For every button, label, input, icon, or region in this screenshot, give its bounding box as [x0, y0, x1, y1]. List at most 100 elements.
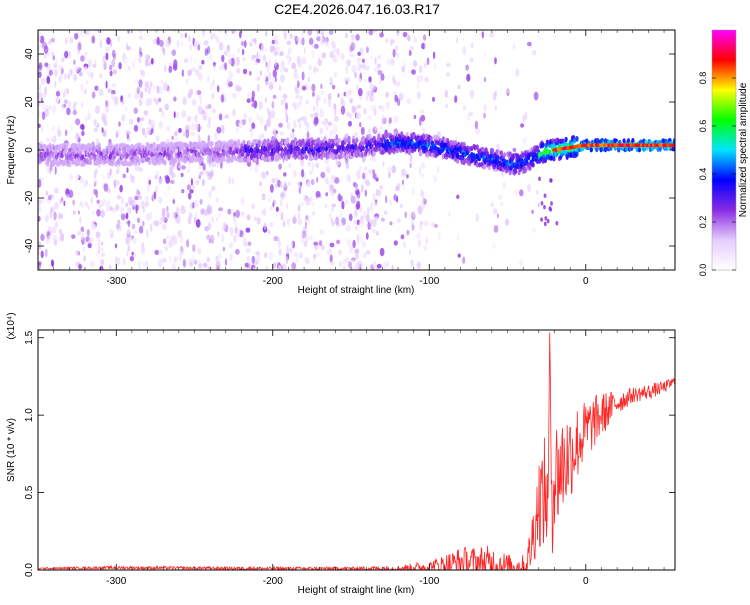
spectrogram-cell: [268, 71, 271, 80]
spectrogram-cell: [38, 215, 41, 222]
spectrogram-cell: [52, 226, 57, 234]
spectrogram-cell: [344, 199, 349, 205]
spectrogram-cell: [368, 218, 374, 224]
spectrogram-cell: [189, 69, 193, 76]
spectrogram-cell: [214, 34, 217, 40]
spectrogram-cell: [81, 154, 85, 160]
spectrogram-cell: [224, 30, 228, 36]
spectrogram-cell: [359, 121, 362, 128]
spectrogram-cell: [116, 257, 121, 266]
spectrogram-cell: [544, 216, 548, 221]
spectrogram-cell: [239, 30, 242, 38]
spectrogram-cell: [172, 198, 176, 205]
spectrogram-cell: [416, 261, 422, 269]
spectrogram-cell: [413, 37, 418, 43]
spectrogram-cell: [317, 59, 323, 67]
spectrogram-cell: [85, 201, 88, 207]
spectrogram-cell: [221, 54, 225, 63]
spectrogram-cell: [259, 70, 262, 76]
spectrogram-cell: [190, 88, 193, 93]
spectrogram-cell: [360, 126, 365, 136]
spectrogram-cell: [275, 206, 279, 212]
spectrogram-cell: [119, 184, 123, 193]
spectrogram-cell: [81, 130, 85, 137]
spectrogram-cell: [314, 43, 319, 49]
spectrogram-cell: [91, 223, 97, 231]
spectrogram-cell: [307, 76, 310, 83]
spectrogram-cell: [122, 257, 126, 266]
spectrogram-cell: [61, 103, 65, 112]
spectrogram-cell: [418, 239, 421, 248]
spectrogram-cell: [45, 136, 50, 143]
spectrogram-cell: [319, 228, 325, 235]
spectrogram-cell: [418, 65, 423, 74]
spectrogram-cell: [44, 214, 50, 223]
spectrogram-cell: [122, 55, 128, 64]
spectrogram-cell: [531, 162, 535, 168]
spectrogram-cell: [240, 40, 245, 47]
spectrogram-cell: [401, 168, 407, 177]
spectrogram-cell: [93, 118, 97, 127]
spectrogram-cell: [475, 213, 480, 223]
spectrogram-cell: [266, 118, 271, 128]
spectrogram-cell: [218, 30, 221, 33]
spectrogram-cell: [403, 241, 406, 248]
spectrogram-cell: [85, 80, 89, 86]
spectrogram-cell: [182, 258, 187, 268]
spectrogram-cell: [58, 64, 63, 72]
spectrogram-cell: [137, 93, 142, 100]
colorbar-tick-label: 0.8: [698, 72, 708, 85]
spectrogram-cell: [353, 198, 356, 204]
spectrogram-cell: [342, 265, 347, 270]
spectrogram-cell: [269, 222, 274, 228]
spectrogram-cell: [374, 215, 379, 222]
spectrogram-cell: [281, 100, 286, 105]
spectrogram-cell: [234, 220, 238, 228]
spectrogram-cell: [72, 210, 76, 215]
spectrogram-cell: [108, 138, 112, 145]
spectrogram-cell: [79, 216, 82, 223]
spectrogram-cell: [456, 234, 459, 242]
spectrogram-cell: [147, 176, 151, 181]
spectrogram-cell: [340, 53, 345, 61]
spectrogram-cell: [198, 72, 203, 82]
spectrogram-cell: [121, 114, 126, 122]
spectrogram-cell: [178, 128, 182, 133]
spectrogram-cell: [274, 76, 277, 83]
spectrogram-cell: [39, 83, 42, 91]
spectrogram-cell: [232, 30, 237, 34]
spectrogram-cell: [269, 84, 274, 90]
spectrogram-cell: [283, 172, 287, 177]
spectrogram-cell: [243, 40, 247, 48]
spectrogram-cell: [446, 72, 450, 77]
spectrogram-cell: [84, 51, 88, 57]
spectrogram-cell: [256, 52, 259, 61]
spectrogram-cell: [210, 82, 213, 92]
spectrogram-cell: [102, 130, 107, 137]
spectrogram-cell: [140, 91, 144, 99]
spectrogram-cell: [339, 261, 342, 267]
spectrogram-cell: [229, 226, 234, 236]
spectrogram-cell: [386, 58, 391, 66]
spectrogram-cell: [178, 164, 182, 169]
spectrogram-cell: [543, 193, 547, 198]
spectrogram-cell: [158, 107, 163, 112]
spectrogram-cell: [321, 52, 326, 59]
spectrogram-cell: [270, 109, 276, 119]
spectrogram-cell: [406, 98, 412, 105]
spectrogram-cell: [97, 238, 101, 246]
spectrogram-cell: [64, 129, 68, 137]
spectrogram-cell: [331, 207, 334, 213]
spectrogram-cell: [285, 114, 289, 123]
spectrogram-cell: [376, 63, 382, 69]
spectrogram-cell: [328, 30, 334, 35]
spectrogram-cell: [66, 88, 69, 94]
spectrogram-cell: [50, 38, 55, 43]
spectrogram-cell: [494, 90, 497, 98]
spectrogram-cell: [355, 261, 360, 270]
spectrogram-cell: [301, 71, 305, 81]
spectrogram-cell: [499, 150, 503, 156]
spectrogram-cell: [319, 107, 323, 115]
spectrogram-cell: [60, 57, 65, 63]
spectrogram-cell: [74, 250, 80, 256]
